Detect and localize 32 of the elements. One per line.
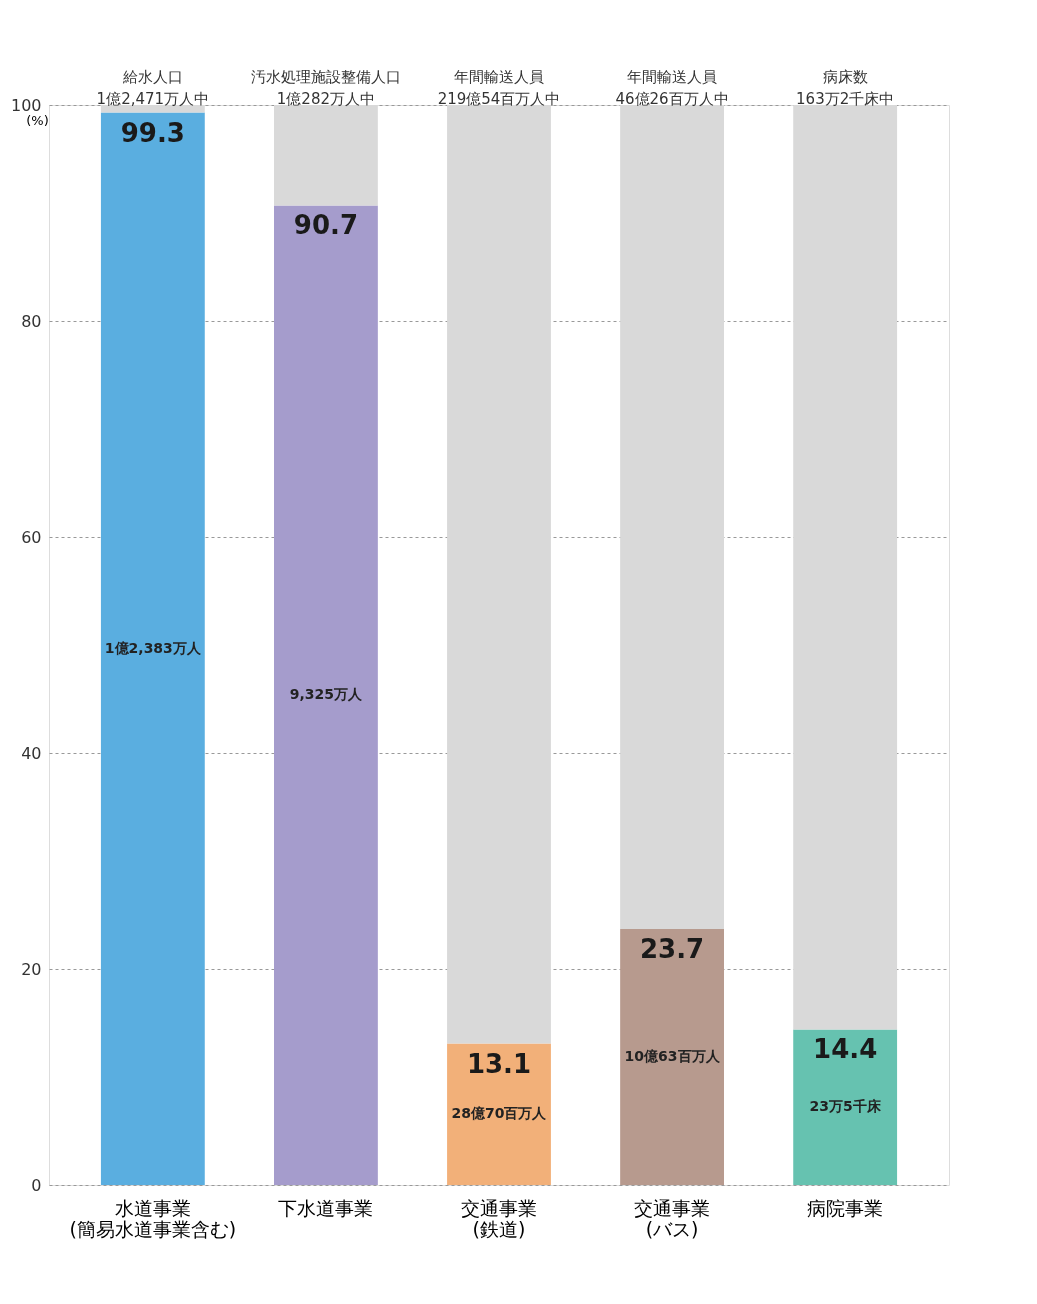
x-tick-label: 水道事業 (簡易水道事業含む): [69, 1196, 237, 1240]
data-label: 90.7: [293, 210, 358, 241]
annotation: 汚水処理施設整備人口 1億282万人中: [250, 68, 401, 108]
bar: [274, 205, 378, 1185]
annotation: 年間輸送人員 219億54百万人中: [437, 68, 561, 108]
annotation: 23万5千床: [809, 1098, 882, 1115]
annotation: 10億63百万人: [624, 1048, 721, 1065]
data-label: 23.7: [640, 934, 705, 965]
x-tick-label: 病院事業: [807, 1196, 884, 1219]
y-tick-label: 100: [10, 95, 42, 115]
bar: [100, 112, 205, 1185]
y-axis-title: (%): [26, 112, 49, 128]
y-tick-label: 60: [21, 527, 42, 547]
y-tick-label: 80: [21, 311, 42, 331]
bar: [793, 1029, 898, 1185]
annotation: 1億2,383万人: [104, 639, 202, 656]
x-tick-label: 交通事業 (鉄道): [461, 1196, 537, 1240]
annotation: 28億70百万人: [451, 1105, 548, 1122]
y-tick-label: 0: [31, 1175, 42, 1195]
annotation: 病床数 163万2千床中: [796, 68, 895, 108]
annotation: 9,325万人: [289, 686, 364, 703]
y-tick-label: 40: [21, 743, 42, 763]
x-tick-label: 交通事業 (バス): [634, 1196, 711, 1240]
annotation: 給水人口 1億2,471万人中: [96, 68, 210, 108]
data-label: 13.1: [466, 1048, 532, 1079]
x-tick-label: 下水道事業: [278, 1196, 374, 1219]
data-label: 99.3: [120, 117, 185, 148]
bar: [620, 929, 724, 1185]
bar: [447, 1043, 551, 1185]
data-label: 14.4: [813, 1034, 878, 1065]
y-tick-label: 20: [21, 959, 42, 979]
annotation: 年間輸送人員 46億26百万人中: [615, 68, 729, 108]
